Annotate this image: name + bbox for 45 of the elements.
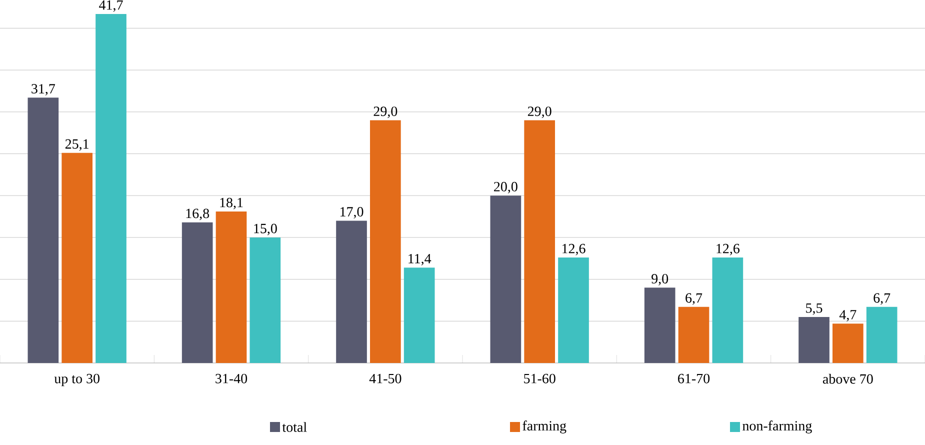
x-tick-label: 51-60	[524, 374, 556, 384]
data-label: 17,0	[340, 207, 364, 219]
data-label: 6,7	[874, 293, 890, 305]
data-label: 29,0	[374, 106, 398, 118]
bar	[866, 306, 898, 363]
bar	[678, 306, 710, 363]
bar	[370, 120, 401, 363]
bar	[644, 288, 676, 363]
data-label: 9,0	[652, 274, 668, 286]
bar	[524, 120, 556, 363]
bar	[62, 152, 93, 363]
data-label: 11,4	[408, 254, 432, 266]
x-tick-label: 61-70	[678, 374, 710, 384]
data-label: 12,6	[562, 244, 586, 256]
bar	[832, 324, 864, 363]
bar	[182, 222, 213, 363]
bar	[96, 14, 126, 363]
legend-label: non-farming	[742, 420, 812, 434]
x-tick-label: 41-50	[369, 374, 402, 384]
bar	[336, 220, 367, 363]
bar	[490, 196, 522, 363]
x-tick-label: up to 30	[54, 374, 100, 386]
data-label: 15,0	[254, 224, 277, 236]
data-label: 6,7	[686, 293, 702, 305]
bar	[216, 212, 247, 363]
legend-label: farming	[522, 420, 566, 434]
bar	[712, 258, 744, 363]
bar	[28, 98, 59, 363]
data-label: 16,8	[186, 208, 210, 220]
x-tick-label: 31-40	[216, 374, 248, 384]
bar	[798, 316, 830, 363]
data-label: 5,5	[806, 303, 822, 315]
data-label: 12,6	[716, 244, 740, 256]
bar	[558, 258, 589, 363]
data-label: 4,7	[839, 310, 856, 322]
data-label: 20,0	[494, 182, 518, 194]
bar	[250, 237, 281, 363]
data-label: 41,7	[99, 0, 123, 12]
legend-label: total	[282, 422, 307, 432]
data-label: 18,1	[220, 198, 243, 210]
bar	[404, 268, 435, 363]
data-label: 25,1	[65, 139, 88, 151]
data-label: 31,7	[32, 84, 56, 96]
data-label: 29,0	[528, 106, 552, 118]
x-tick-label: above 70	[822, 374, 873, 384]
